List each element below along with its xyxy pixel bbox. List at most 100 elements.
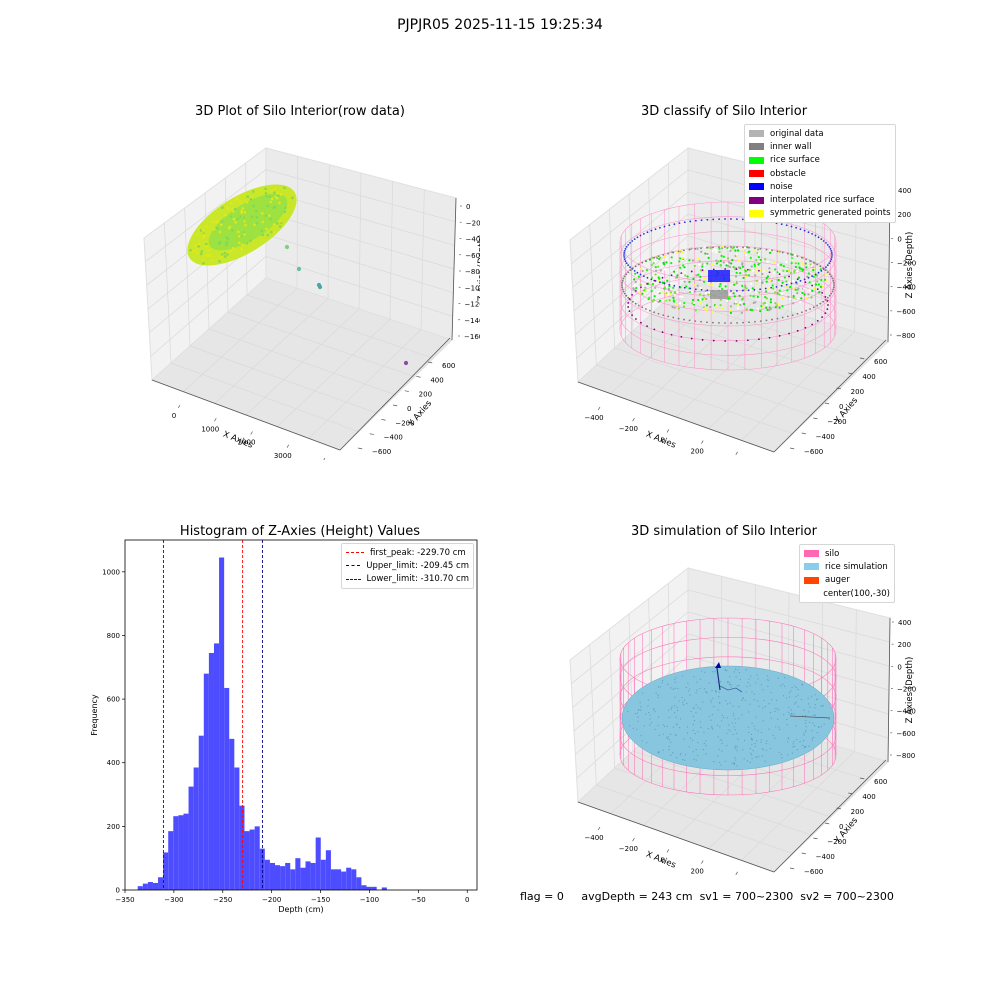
classify-surface-point (797, 262, 799, 264)
histogram-bar (173, 816, 178, 890)
classify-wall-point (754, 247, 756, 249)
raw-y-tick (416, 376, 420, 377)
rice-mesh-point (647, 705, 648, 706)
classify-surface-point (717, 260, 719, 262)
classify-surface-point (784, 276, 786, 278)
rice-mesh-point (774, 711, 775, 712)
rice-mesh-point (672, 752, 673, 753)
classify-surface-point (705, 292, 707, 294)
classify-surface-point (766, 281, 768, 283)
classify-legend-item: inner wall (749, 140, 891, 153)
raw-y-tick-label: 200 (419, 391, 432, 399)
rice-mesh-point (690, 694, 691, 695)
classify-wall-point (694, 248, 696, 250)
classify-surface-point (749, 295, 751, 297)
rice-mesh-point (737, 685, 738, 686)
classify-surface-point (754, 265, 756, 267)
classify-surface-point (642, 270, 644, 272)
rice-mesh-point (814, 725, 815, 726)
rice-mesh-point (801, 699, 802, 700)
classify-interpolated-point (713, 340, 715, 342)
classify-surface-point (652, 300, 654, 302)
raw-point (284, 210, 287, 213)
classify-surface-point (711, 264, 713, 266)
classify-interpolated-point (627, 306, 629, 308)
rice-mesh-point (730, 684, 731, 685)
rice-mesh-point (748, 679, 749, 680)
histogram-bar (290, 869, 295, 890)
classify-legend-item: rice surface (749, 154, 891, 167)
raw-plot-title: 3D Plot of Silo Interior(row data) (150, 104, 450, 119)
rice-mesh-point (675, 682, 676, 683)
raw-z-tick-label: 0 (466, 203, 470, 211)
raw-point (196, 233, 199, 236)
raw-point (236, 197, 239, 200)
classify-surface-point (699, 293, 701, 295)
rice-mesh-point (792, 746, 793, 747)
rice-mesh-point (717, 725, 718, 726)
classify-interpolated-point (653, 328, 655, 330)
classify-surface-point (746, 246, 748, 248)
raw-point (268, 214, 271, 217)
classify-interpolated-point (758, 338, 760, 340)
raw-point (202, 259, 205, 262)
histogram-bar (255, 826, 260, 890)
rice-mesh-point (735, 748, 736, 749)
classify-surface-point (660, 269, 662, 271)
rice-mesh-point (749, 704, 750, 705)
rice-mesh-point (782, 684, 783, 685)
classify-surface-point (824, 273, 826, 275)
classify-surface-point (745, 270, 747, 272)
classify-surface-point (672, 297, 674, 299)
rice-mesh-point (733, 715, 734, 716)
classify-surface-point (766, 309, 768, 311)
rice-mesh-point (778, 678, 779, 679)
rice-mesh-point (766, 743, 767, 744)
simulation-legend-swatch (804, 563, 819, 570)
classify-surface-point (795, 266, 797, 268)
histogram-bar (321, 860, 326, 890)
classify-surface-point (818, 291, 820, 293)
classify-wall-point (700, 321, 702, 323)
classify-surface-point (633, 278, 635, 280)
raw-y-tick (381, 419, 385, 420)
rice-mesh-point (814, 694, 815, 695)
classify-noise-ring-point (664, 226, 666, 228)
raw-point (229, 250, 232, 253)
classify-surface-point (812, 282, 814, 284)
classify-surface-point (752, 270, 754, 272)
classify-noise-ring-point (831, 256, 833, 258)
classify-noise-ring-point (786, 224, 788, 226)
raw-point (193, 249, 196, 252)
rice-mesh-point (711, 690, 712, 691)
rice-mesh-point (802, 684, 803, 685)
simulation-y-tick-label: 400 (862, 793, 875, 801)
rice-mesh-point (775, 708, 776, 709)
rice-mesh-point (770, 692, 771, 693)
rice-mesh-point (698, 707, 699, 708)
rice-mesh-point (645, 714, 646, 715)
classify-wall-point (736, 322, 738, 324)
rice-mesh-point (667, 726, 668, 727)
classify-interpolated-point (769, 337, 771, 339)
rice-mesh-point (797, 695, 798, 696)
classify-surface-point (692, 259, 694, 261)
classify-surface-point (773, 262, 775, 264)
rice-mesh-point (712, 671, 713, 672)
rice-mesh-point (741, 700, 742, 701)
classify-noise-ring-point (825, 266, 827, 268)
classify-z-tick-label: −600 (896, 308, 915, 316)
classify-wall-point (689, 249, 691, 251)
classify-wall-point (623, 278, 625, 280)
raw-point (255, 222, 258, 225)
rice-mesh-point (756, 757, 757, 758)
classify-surface-point (794, 254, 796, 256)
raw-point (230, 215, 233, 218)
classify-surface-point (697, 299, 699, 301)
classify-surface-point (698, 264, 700, 266)
classify-surface-point (641, 293, 643, 295)
classify-surface-point (728, 262, 730, 264)
classify-surface-point (777, 264, 779, 266)
rice-mesh-point (679, 727, 680, 728)
